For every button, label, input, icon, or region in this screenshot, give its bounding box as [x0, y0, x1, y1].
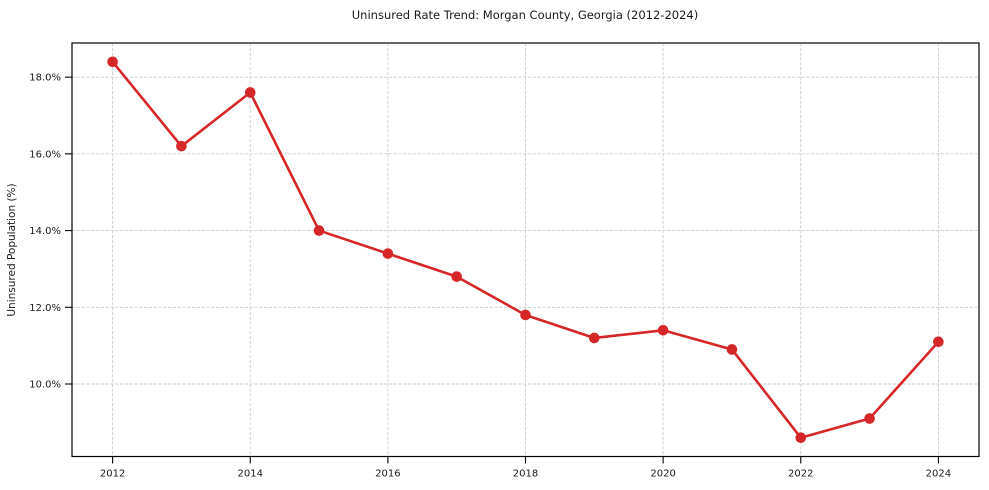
- x-tick-label: 2018: [513, 469, 538, 480]
- y-tick-label: 12.0%: [29, 303, 61, 314]
- data-point: [451, 271, 462, 282]
- y-tick-label: 18.0%: [29, 73, 61, 84]
- data-points: [107, 56, 944, 444]
- data-point: [382, 248, 394, 259]
- x-tick-label: 2024: [926, 469, 951, 480]
- y-tick-label: 14.0%: [29, 226, 61, 237]
- data-point: [244, 87, 256, 98]
- data-point: [313, 225, 325, 236]
- data-point: [657, 325, 669, 336]
- x-tick-label: 2016: [375, 469, 400, 480]
- y-tick-label: 16.0%: [29, 149, 61, 160]
- data-point: [795, 432, 807, 444]
- data-point: [520, 309, 531, 321]
- data-point: [726, 344, 738, 355]
- y-axis-label: Uninsured Population (%): [6, 183, 18, 316]
- data-point: [864, 413, 875, 424]
- axis-ticks: 2012 2014 2016 2018 2020 2022 2024 10.0% 12.0% 14…: [29, 73, 951, 480]
- data-point: [176, 140, 187, 152]
- y-tick-label: 10.0%: [29, 380, 61, 391]
- x-tick-label: 2022: [788, 469, 813, 480]
- plot-border: [71, 42, 980, 458]
- x-tick-label: 2012: [100, 469, 125, 480]
- data-point: [107, 56, 118, 68]
- chart-title: Uninsured Rate Trend: Morgan County, Geo…: [352, 8, 698, 22]
- data-point: [589, 332, 600, 344]
- grid-lines: [72, 43, 979, 457]
- data-point: [933, 336, 944, 348]
- x-tick-label: 2020: [650, 469, 675, 480]
- x-tick-label: 2014: [238, 469, 263, 480]
